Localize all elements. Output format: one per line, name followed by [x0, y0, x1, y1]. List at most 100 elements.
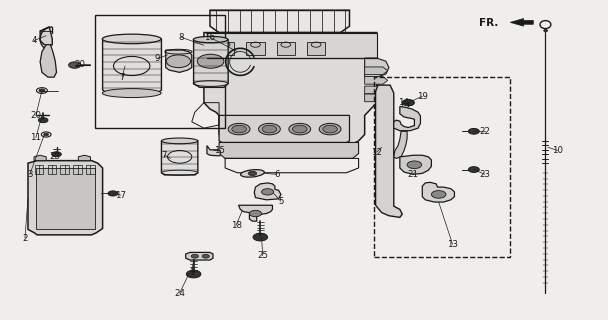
Polygon shape	[544, 29, 548, 33]
Polygon shape	[166, 50, 192, 72]
Bar	[277, 42, 295, 55]
Polygon shape	[365, 67, 388, 75]
Text: 11: 11	[30, 133, 41, 142]
Polygon shape	[210, 10, 350, 33]
Bar	[86, 165, 95, 174]
Circle shape	[38, 118, 48, 123]
Bar	[216, 42, 234, 55]
Ellipse shape	[193, 36, 228, 43]
Polygon shape	[219, 116, 350, 142]
Circle shape	[432, 191, 446, 198]
Circle shape	[52, 152, 61, 157]
Circle shape	[197, 54, 224, 68]
Polygon shape	[34, 155, 46, 161]
Bar	[74, 165, 82, 174]
Circle shape	[232, 125, 246, 133]
Circle shape	[319, 123, 341, 135]
Text: 14: 14	[398, 98, 409, 107]
Circle shape	[249, 210, 261, 217]
Polygon shape	[365, 58, 389, 77]
Circle shape	[250, 172, 255, 175]
Ellipse shape	[102, 89, 161, 98]
Circle shape	[186, 270, 201, 278]
Circle shape	[292, 125, 307, 133]
Polygon shape	[365, 76, 388, 84]
Polygon shape	[207, 146, 220, 156]
Polygon shape	[254, 183, 281, 200]
Polygon shape	[40, 45, 57, 77]
Text: 12: 12	[371, 148, 382, 156]
Polygon shape	[40, 27, 52, 46]
Polygon shape	[365, 94, 388, 102]
Bar	[35, 165, 43, 174]
Polygon shape	[193, 40, 228, 87]
Circle shape	[402, 100, 415, 106]
Polygon shape	[204, 33, 377, 144]
Polygon shape	[394, 131, 407, 158]
Polygon shape	[219, 142, 359, 158]
Circle shape	[191, 254, 198, 258]
Circle shape	[253, 233, 268, 241]
Bar	[60, 165, 69, 174]
Text: 8: 8	[179, 33, 184, 42]
Text: 23: 23	[479, 170, 490, 179]
Circle shape	[468, 128, 479, 134]
Bar	[246, 42, 264, 55]
Circle shape	[228, 123, 250, 135]
Polygon shape	[394, 107, 421, 131]
Polygon shape	[510, 19, 533, 26]
Polygon shape	[376, 85, 402, 217]
Text: 18: 18	[230, 221, 241, 230]
Text: 21: 21	[408, 170, 419, 179]
Bar	[307, 42, 325, 55]
Text: 20: 20	[74, 60, 85, 69]
Circle shape	[289, 123, 311, 135]
Circle shape	[202, 254, 209, 258]
Text: 15: 15	[213, 146, 224, 155]
Polygon shape	[103, 39, 162, 93]
Text: 24: 24	[174, 289, 185, 298]
Circle shape	[262, 125, 277, 133]
Polygon shape	[78, 155, 91, 161]
Text: 20: 20	[30, 111, 41, 120]
Text: 13: 13	[447, 240, 458, 249]
Text: 6: 6	[274, 170, 280, 179]
Circle shape	[468, 167, 479, 172]
Text: 5: 5	[278, 197, 284, 206]
Circle shape	[39, 89, 45, 92]
Text: 17: 17	[116, 190, 126, 200]
Polygon shape	[423, 182, 454, 202]
Text: 2: 2	[22, 234, 28, 243]
Text: 10: 10	[552, 146, 563, 155]
Circle shape	[407, 161, 422, 169]
Text: 23: 23	[50, 152, 61, 161]
Text: 3: 3	[27, 170, 33, 179]
Ellipse shape	[162, 138, 198, 144]
Circle shape	[248, 171, 257, 176]
Circle shape	[69, 62, 81, 68]
Text: 22: 22	[479, 127, 490, 136]
Circle shape	[258, 123, 280, 135]
Bar	[47, 165, 56, 174]
Circle shape	[44, 133, 49, 136]
Circle shape	[261, 189, 274, 195]
Polygon shape	[185, 252, 213, 260]
Polygon shape	[162, 141, 198, 175]
Bar	[95, 15, 225, 128]
Text: 1: 1	[189, 268, 195, 277]
Bar	[36, 168, 95, 228]
Text: 7: 7	[119, 73, 125, 82]
Polygon shape	[28, 161, 103, 235]
Text: 25: 25	[257, 251, 268, 260]
Circle shape	[167, 55, 190, 68]
Polygon shape	[238, 205, 272, 221]
Text: FR.: FR.	[478, 18, 498, 28]
Text: 19: 19	[417, 92, 427, 101]
Polygon shape	[207, 33, 377, 58]
Bar	[374, 77, 510, 257]
Text: 7: 7	[162, 151, 167, 160]
Circle shape	[323, 125, 337, 133]
Circle shape	[108, 191, 118, 196]
Text: 4: 4	[31, 36, 37, 45]
Ellipse shape	[241, 170, 264, 177]
